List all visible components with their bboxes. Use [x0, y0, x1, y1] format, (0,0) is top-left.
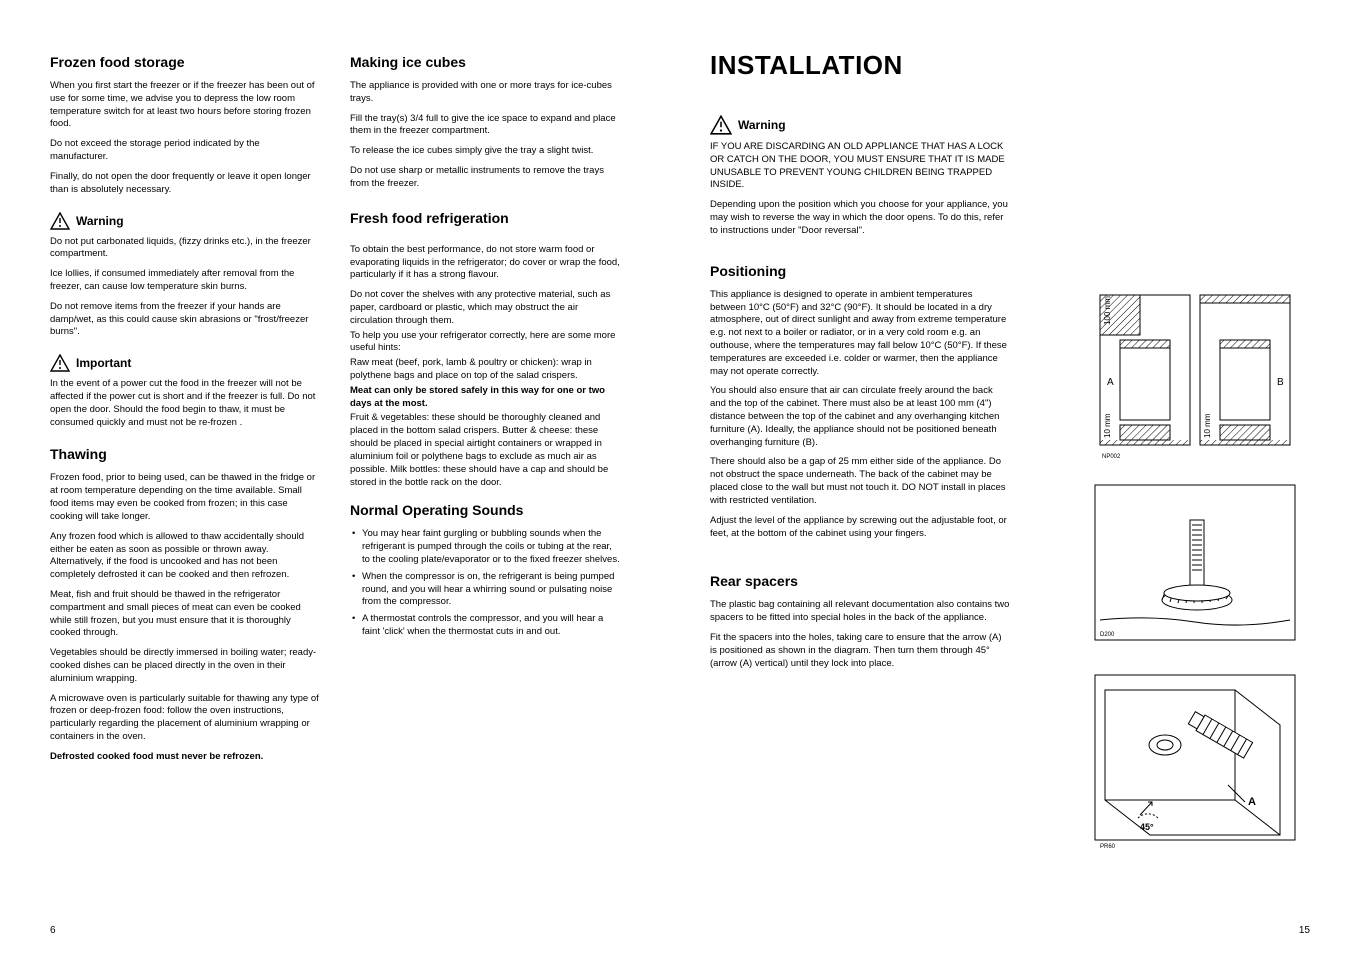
- warning-label-2: Warning: [738, 118, 786, 132]
- warning-icon: [710, 115, 732, 135]
- warning-heading-2: Warning: [710, 115, 1060, 135]
- text-fresh-p3: To help you use your refrigerator correc…: [350, 330, 620, 356]
- text-rear-p2: Fit the spacers into the holes, taking c…: [710, 632, 1010, 670]
- text-fresh-p1: To obtain the best performance, do not s…: [350, 244, 620, 282]
- text-install-p1: IF YOU ARE DISCARDING AN OLD APPLIANCE T…: [710, 141, 1010, 192]
- text-fresh-p5: Meat can only be stored safely in this w…: [350, 385, 620, 411]
- column-1: Frozen food storage When you first start…: [50, 50, 320, 934]
- column-3: INSTALLATION Warning IF YOU ARE DISCARDI…: [650, 50, 1060, 934]
- important-label: Important: [76, 356, 131, 370]
- heading-positioning: Positioning: [710, 263, 1060, 279]
- diagram-positioning: 100 mm 10 mm 10 mm A B NP002: [1090, 290, 1320, 460]
- text-frozen-p2: Do not exceed the storage period indicat…: [50, 138, 320, 164]
- diagram-ref-3: PR60: [1100, 844, 1116, 850]
- text-thaw-p5: A microwave oven is particularly suitabl…: [50, 693, 320, 744]
- text-install-p2: Depending upon the position which you ch…: [710, 199, 1010, 237]
- warning-label-1: Warning: [76, 214, 124, 228]
- text-warn-p2: Ice lollies, if consumed immediately aft…: [50, 268, 320, 294]
- text-pos-p3: There should also be a gap of 25 mm eith…: [710, 456, 1010, 507]
- text-frozen-p1: When you first start the freezer or if t…: [50, 80, 320, 131]
- heading-rear-spacers: Rear spacers: [710, 573, 1060, 589]
- diagram-spacer: 45° A PR60: [1090, 670, 1320, 850]
- warning-icon: [50, 212, 70, 230]
- diagram-foot: D200: [1090, 480, 1320, 650]
- column-4-diagrams: 100 mm 10 mm 10 mm A B NP002: [1090, 50, 1320, 934]
- list-item: When the compressor is on, the refrigera…: [350, 571, 620, 609]
- warning-heading-1: Warning: [50, 212, 320, 230]
- text-fresh-p4: Raw meat (beef, pork, lamb & poultry or …: [350, 357, 620, 383]
- text-thaw-p2: Any frozen food which is allowed to thaw…: [50, 531, 320, 582]
- list-item: You may hear faint gurgling or bubbling …: [350, 528, 620, 566]
- page-number-left: 6: [50, 925, 56, 936]
- label-10mm-a: 10 mm: [1103, 413, 1112, 438]
- label-a: A: [1107, 377, 1114, 388]
- diagram-ref-2: D200: [1100, 632, 1115, 638]
- text-ice-p2: Fill the tray(s) 3/4 full to give the ic…: [350, 113, 620, 139]
- text-thaw-p4: Vegetables should be directly immersed i…: [50, 647, 320, 685]
- important-heading: Important: [50, 354, 320, 372]
- text-fresh-p2: Do not cover the shelves with any protec…: [350, 289, 620, 327]
- heading-frozen-storage: Frozen food storage: [50, 54, 320, 70]
- label-100mm: 100 mm: [1103, 296, 1112, 325]
- label-45: 45°: [1140, 822, 1154, 832]
- heading-installation: INSTALLATION: [710, 50, 1060, 81]
- heading-thawing: Thawing: [50, 446, 320, 462]
- text-fresh-p6: Fruit & vegetables: these should be thor…: [350, 412, 620, 489]
- text-ice-p1: The appliance is provided with one or mo…: [350, 80, 620, 106]
- text-thaw-p3: Meat, fish and fruit should be thawed in…: [50, 589, 320, 640]
- label-10mm-b: 10 mm: [1203, 413, 1212, 438]
- list-item: A thermostat controls the compressor, an…: [350, 613, 620, 639]
- text-ice-p3: To release the ice cubes simply give the…: [350, 145, 620, 158]
- text-thaw-p6: Defrosted cooked food must never be refr…: [50, 751, 320, 764]
- text-pos-p1: This appliance is designed to operate in…: [710, 289, 1010, 379]
- text-warn-p3: Do not remove items from the freezer if …: [50, 301, 320, 339]
- diagram-ref-1: NP002: [1102, 454, 1121, 460]
- heading-sounds: Normal Operating Sounds: [350, 502, 620, 518]
- heading-ice: Making ice cubes: [350, 54, 620, 70]
- label-b: B: [1277, 377, 1284, 388]
- heading-fresh: Fresh food refrigeration: [350, 210, 620, 226]
- warning-icon: [50, 354, 70, 372]
- text-imp-p1: In the event of a power cut the food in …: [50, 378, 320, 429]
- label-spacer-a: A: [1248, 796, 1256, 808]
- text-pos-p2: You should also ensure that air can circ…: [710, 385, 1010, 449]
- text-frozen-p3: Finally, do not open the door frequently…: [50, 171, 320, 197]
- text-warn-p1: Do not put carbonated liquids, (fizzy dr…: [50, 236, 320, 262]
- column-2: Making ice cubes The appliance is provid…: [350, 50, 620, 934]
- text-rear-p1: The plastic bag containing all relevant …: [710, 599, 1010, 625]
- text-pos-p4: Adjust the level of the appliance by scr…: [710, 515, 1010, 541]
- page-number-right: 15: [1299, 925, 1310, 936]
- text-thaw-p1: Frozen food, prior to being used, can be…: [50, 472, 320, 523]
- text-ice-p4: Do not use sharp or metallic instruments…: [350, 165, 620, 191]
- sounds-list: You may hear faint gurgling or bubbling …: [350, 528, 620, 643]
